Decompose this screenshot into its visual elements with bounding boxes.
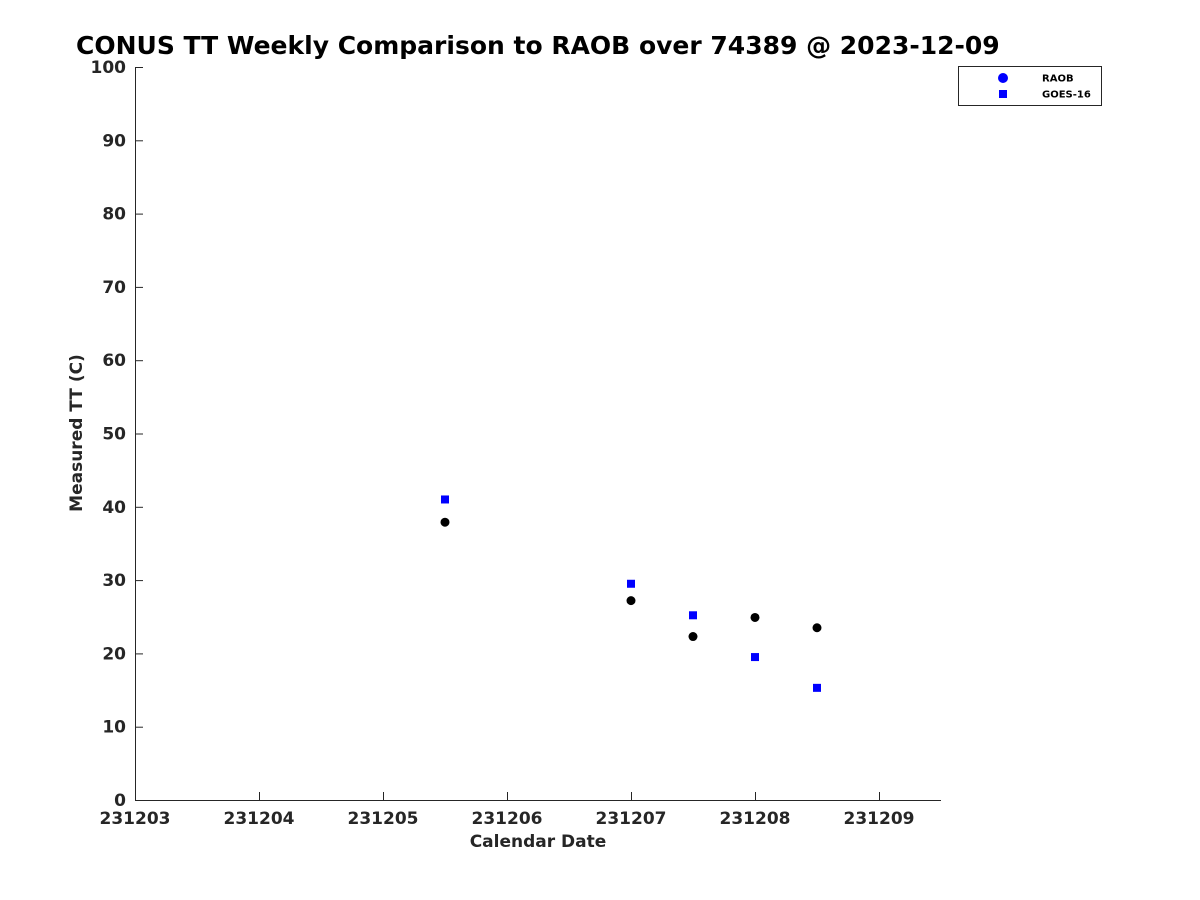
data-point-raob [440,517,450,527]
data-point-raob [812,623,822,633]
data-point-goes16 [441,495,449,504]
x-tick-label: 231208 [720,809,791,829]
y-tick-label: 40 [102,498,126,518]
x-axis-ticks: 231203 231204 231205 231206 231207 231208 2312… [100,792,915,829]
y-tick-label: 100 [91,58,127,78]
legend-box [958,66,1102,106]
data-point-raob [750,612,760,622]
x-axis-label: Calendar Date [470,832,607,852]
data-point-goes16 [627,579,635,588]
x-tick-label: 231203 [100,809,171,829]
legend-marker-raob [998,73,1008,83]
y-tick-label: 30 [102,571,126,591]
y-tick-label: 20 [102,644,126,664]
x-tick-label: 231209 [844,809,915,829]
y-axis-ticks: 0 10 20 30 40 50 60 70 80 90 100 [91,58,143,811]
y-tick-label: 70 [102,278,126,298]
y-tick-label: 10 [102,718,126,738]
y-axis-label: Measured TT (C) [67,354,87,512]
y-tick-label: 60 [102,351,126,371]
x-tick-label: 231205 [348,809,419,829]
data-point-goes16 [689,611,697,620]
y-tick-label: 50 [102,425,126,445]
data-point-goes16 [813,683,821,692]
data-point-goes16 [751,653,759,662]
x-tick-label: 231207 [596,809,667,829]
data-points [440,495,822,692]
y-tick-label: 0 [114,791,126,811]
x-tick-label: 231204 [224,809,295,829]
y-tick-label: 80 [102,205,126,225]
y-tick-label: 90 [102,131,126,151]
legend-label-raob: RAOB [1042,74,1074,85]
x-tick-label: 231206 [472,809,543,829]
legend: RAOB GOES-16 [958,66,1102,106]
chart-title: CONUS TT Weekly Comparison to RAOB over … [76,31,1000,60]
legend-label-goes16: GOES-16 [1042,90,1091,101]
legend-marker-goes16 [999,90,1007,98]
data-point-raob [688,632,698,642]
data-point-raob [626,596,636,606]
